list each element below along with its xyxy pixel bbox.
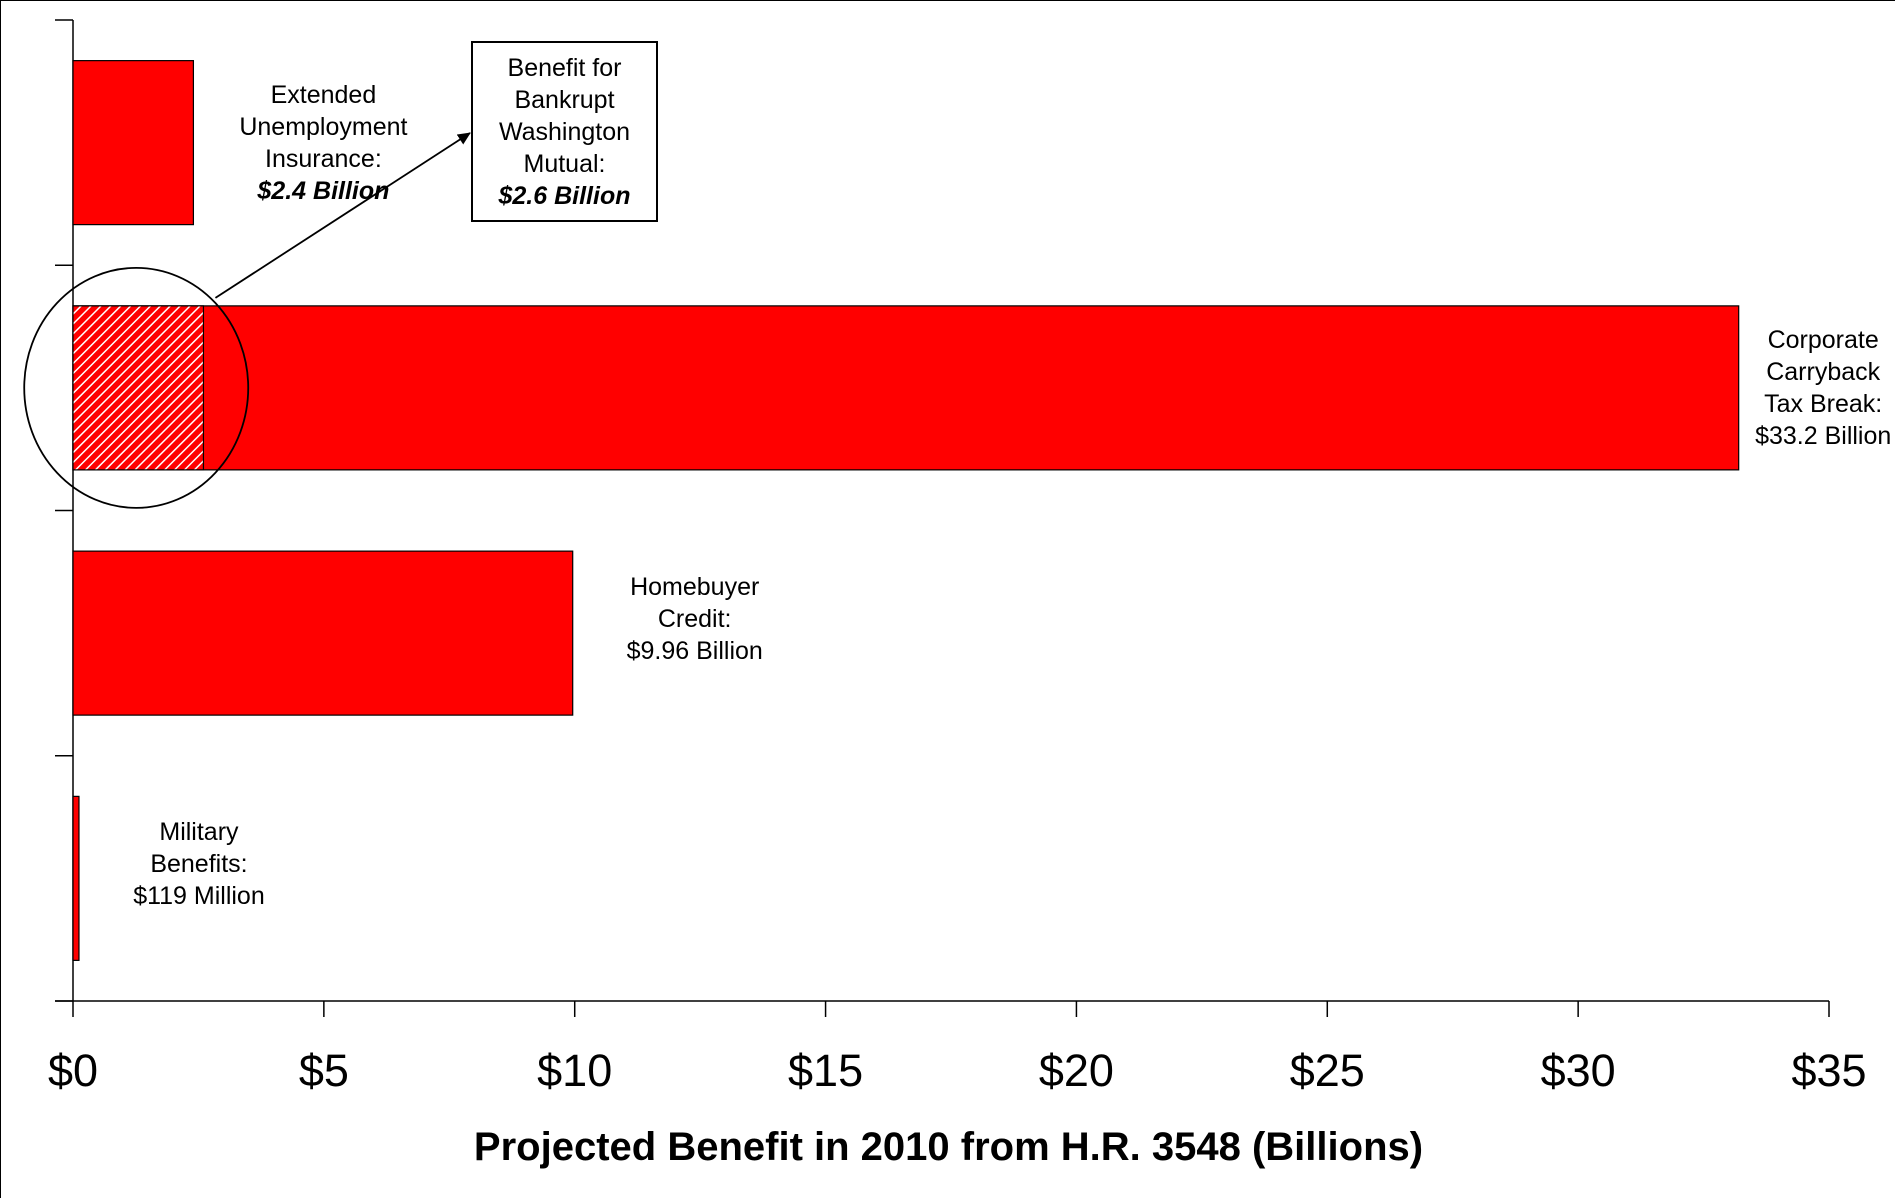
x-tick-label: $10 [537, 1045, 613, 1096]
bar [72, 550, 574, 716]
bar-label-line: Extended [270, 80, 377, 109]
bar-label-line: Carryback [1766, 357, 1881, 386]
bar-label-line: Military [159, 818, 239, 847]
bar-label-line: Tax Break: [1764, 389, 1883, 418]
bar-label-line: Insurance: [265, 144, 382, 173]
callout-arrow [214, 132, 471, 299]
bar [72, 305, 1740, 471]
bar-label-line: Credit: [657, 605, 732, 634]
x-tick-label: $35 [1791, 1045, 1867, 1096]
x-tick-label: $15 [788, 1045, 864, 1096]
bar-label-line: Benefits: [150, 850, 248, 879]
annotation [23, 132, 471, 509]
x-tick-label: $0 [47, 1045, 99, 1096]
x-tick-label: $20 [1038, 1045, 1114, 1096]
bar-label: Homebuyer Credit: $9.96 Billion [590, 571, 800, 667]
x-tick-label: $30 [1540, 1045, 1616, 1096]
bar-label-line: Corporate [1767, 325, 1879, 354]
bar-label: Extended Unemployment Insurance: $2.4 Billi… [213, 79, 433, 207]
bar-label-line: Homebuyer [630, 573, 760, 602]
callout-line-3: Washington [498, 117, 631, 146]
callout-line-4: Mutual: [523, 149, 606, 178]
highlight-segment [72, 305, 205, 471]
bar-label-line: Unemployment [239, 112, 408, 141]
callout-line-1: Benefit for [507, 53, 622, 82]
bars [72, 60, 1740, 961]
x-axis-title: Projected Benefit in 2010 from H.R. 3548… [473, 1125, 1424, 1169]
x-tick-label: $25 [1289, 1045, 1365, 1096]
bar-label-value: $119 Million [133, 882, 265, 911]
highlight-circle [23, 266, 250, 509]
bar-label: Military Benefits: $119 Million [99, 816, 299, 912]
callout-box: Benefit for Bankrupt Washington Mutual: … [471, 41, 658, 222]
bar [72, 60, 195, 226]
bar-label-value: $9.96 Billion [626, 637, 763, 666]
bar-label-value: $33.2 Billion [1755, 421, 1892, 450]
x-tick-label: $5 [298, 1045, 349, 1096]
callout-value: $2.6 Billion [498, 181, 631, 210]
callout-line-2: Bankrupt [514, 85, 615, 114]
bar [72, 795, 80, 961]
bar-label: Corporate Carryback Tax Break: $33.2 Billio… [1742, 324, 1897, 452]
bar-label-value: $2.4 Billion [257, 176, 390, 205]
